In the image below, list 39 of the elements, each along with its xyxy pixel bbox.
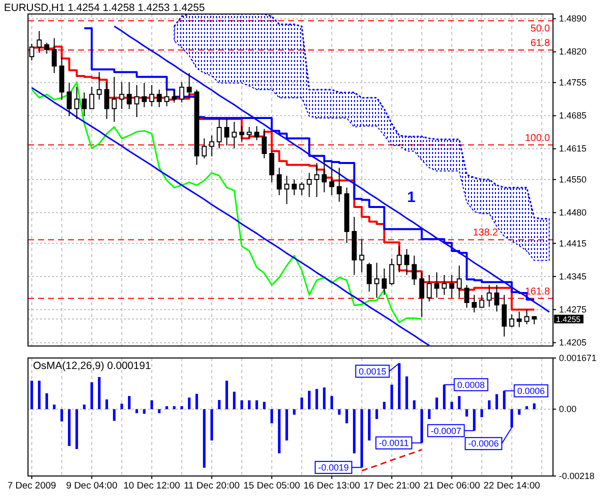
y-tick-label: 1.4275 [559, 304, 587, 314]
ref-line-label: 1.4255 [556, 314, 582, 324]
y-tick-label: 1.4205 [559, 338, 587, 348]
y-tick-label: 1.4615 [559, 144, 587, 154]
ref-line-label: 100.0 [524, 132, 550, 144]
x-tick-label: 21 Dec 06:00 [423, 480, 480, 492]
data-label: 0.0008 [457, 380, 485, 390]
annotation: 1 [407, 188, 416, 206]
ref-line-label: 161.8 [524, 286, 550, 298]
x-tick-label: 10 Dec 12:00 [123, 480, 180, 492]
y-tick-label: -0.00218 [559, 470, 595, 481]
data-label: 0.0015 [358, 366, 386, 376]
x-tick-label: 11 Dec 20:00 [184, 480, 240, 492]
y-tick-label: 1.4890 [559, 14, 587, 24]
data-label: -0.0011 [378, 438, 409, 448]
y-tick-label: 1.4820 [559, 46, 587, 57]
chart-title: OsMA(12,26,9) 0.000191 [33, 360, 152, 372]
x-tick-label: 16 Dec 13:00 [303, 480, 360, 492]
y-tick-label: 1.4550 [559, 174, 587, 184]
x-tick-label: 9 Dec 04:00 [66, 480, 118, 492]
y-tick-label: 1.4345 [559, 271, 587, 282]
chart-title: EURUSD,H1 1.4254 1.4258 1.4253 1.4255 [4, 2, 205, 14]
data-label: 0.0006 [517, 386, 545, 396]
y-tick-label: 0.001671 [559, 352, 597, 363]
y-tick-label: 1.4755 [559, 77, 587, 88]
data-label: -0.0006 [468, 438, 499, 449]
ref-line-label: 50.0 [530, 24, 550, 35]
x-tick-label: 7 Dec 2009 [7, 480, 56, 492]
x-tick-label: 15 Dec 05:00 [243, 480, 300, 492]
y-tick-label: 0.00 [559, 404, 577, 414]
data-label: -0.0019 [318, 462, 349, 473]
y-tick-label: 1.4480 [559, 208, 587, 218]
x-tick-label: 17 Dec 21:00 [363, 480, 420, 492]
y-tick-label: 1.4685 [559, 110, 587, 121]
data-label: -0.0007 [430, 426, 462, 436]
ref-line-label: 138.2 [472, 228, 498, 239]
y-tick-label: 1.4415 [559, 238, 587, 248]
ref-line-label: 61.8 [530, 38, 550, 50]
x-tick-label: 22 Dec 14:00 [483, 480, 540, 492]
